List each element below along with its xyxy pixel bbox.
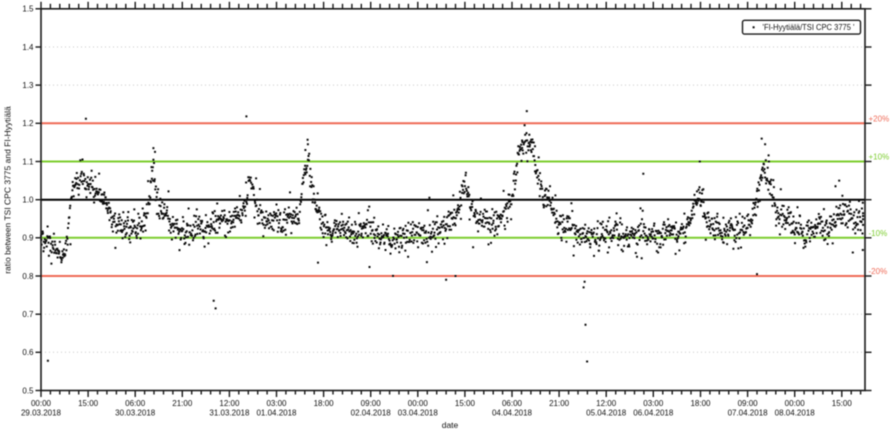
svg-text:06:00: 06:00	[502, 399, 523, 408]
svg-text:'FI-Hyytiälä/TSI CPC 3775 ': 'FI-Hyytiälä/TSI CPC 3775 '	[763, 23, 855, 32]
svg-text:09:00: 09:00	[361, 399, 382, 408]
svg-text:1.2: 1.2	[22, 119, 34, 128]
svg-text:08.04.2018: 08.04.2018	[775, 409, 816, 418]
svg-text:1.1: 1.1	[22, 157, 34, 166]
svg-text:15:00: 15:00	[455, 399, 476, 408]
svg-text:02.04.2018: 02.04.2018	[351, 409, 392, 418]
svg-text:31.03.2018: 31.03.2018	[209, 409, 250, 418]
svg-text:+20%: +20%	[869, 114, 890, 123]
svg-text:15:00: 15:00	[832, 399, 853, 408]
svg-text:18:00: 18:00	[314, 399, 335, 408]
svg-text:03:00: 03:00	[266, 399, 287, 408]
svg-text:1.4: 1.4	[22, 43, 34, 52]
svg-text:0.7: 0.7	[22, 310, 34, 319]
svg-text:0.8: 0.8	[22, 272, 34, 281]
svg-text:ratio between TSI CPC 3775 and: ratio between TSI CPC 3775 and FI-Hyytiä…	[3, 106, 13, 274]
svg-text:0.6: 0.6	[22, 348, 34, 357]
svg-text:21:00: 21:00	[549, 399, 570, 408]
svg-text:12:00: 12:00	[596, 399, 617, 408]
svg-text:03.04.2018: 03.04.2018	[398, 409, 439, 418]
svg-text:06.04.2018: 06.04.2018	[633, 409, 674, 418]
svg-text:+10%: +10%	[869, 153, 890, 162]
svg-text:1.0: 1.0	[22, 196, 34, 205]
svg-text:1.3: 1.3	[22, 81, 34, 90]
svg-text:30.03.2018: 30.03.2018	[115, 409, 156, 418]
svg-text:-20%: -20%	[869, 267, 888, 276]
svg-text:04.04.2018: 04.04.2018	[492, 409, 533, 418]
svg-text:09:00: 09:00	[738, 399, 759, 408]
svg-text:1.5: 1.5	[22, 5, 34, 14]
svg-text:01.04.2018: 01.04.2018	[256, 409, 297, 418]
svg-text:03:00: 03:00	[643, 399, 664, 408]
svg-text:05.04.2018: 05.04.2018	[586, 409, 627, 418]
svg-text:0.9: 0.9	[22, 234, 34, 243]
svg-text:18:00: 18:00	[690, 399, 711, 408]
svg-text:date: date	[442, 420, 459, 430]
svg-text:29.03.2018: 29.03.2018	[21, 409, 62, 418]
svg-text:00:00: 00:00	[31, 399, 52, 408]
svg-text:21:00: 21:00	[172, 399, 193, 408]
svg-text:15:00: 15:00	[78, 399, 99, 408]
svg-text:12:00: 12:00	[219, 399, 240, 408]
svg-text:07.04.2018: 07.04.2018	[728, 409, 769, 418]
svg-text:06:00: 06:00	[125, 399, 146, 408]
svg-text:00:00: 00:00	[408, 399, 429, 408]
svg-text:00:00: 00:00	[785, 399, 806, 408]
svg-text:0.5: 0.5	[22, 386, 34, 395]
svg-text:-10%: -10%	[869, 229, 888, 238]
